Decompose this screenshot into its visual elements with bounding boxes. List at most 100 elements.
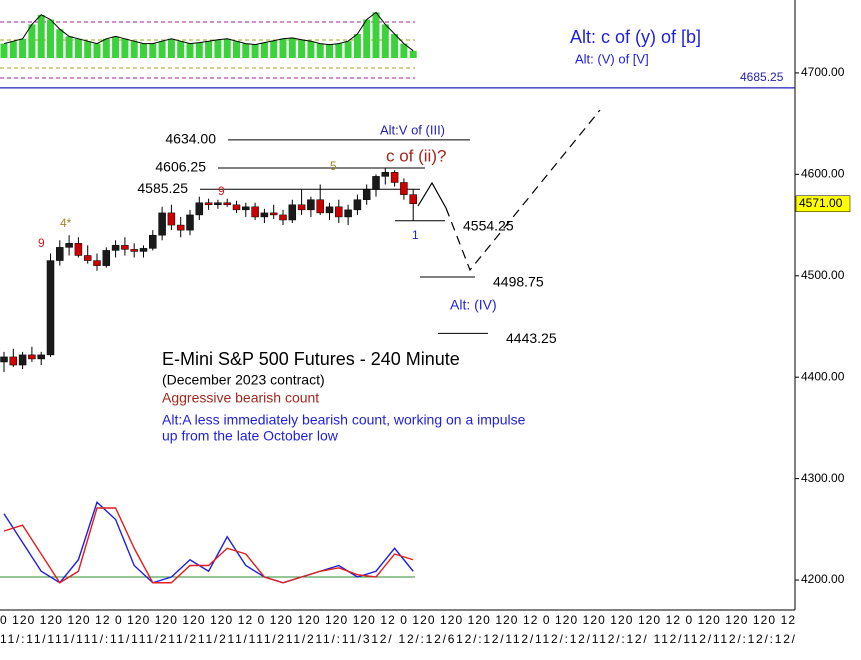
candle-body <box>102 250 111 266</box>
y-tick-label: 4600.00 <box>801 167 845 181</box>
y-tick-label: 4700.00 <box>801 65 845 79</box>
indicator-bar <box>28 24 36 58</box>
level-label: 4634.00 <box>165 131 216 147</box>
annotation: c of (ii)? <box>386 146 446 165</box>
indicator-bar <box>233 41 240 58</box>
indicator-bar <box>242 43 250 58</box>
indicator-bar <box>56 29 64 58</box>
candle-body <box>195 202 204 216</box>
indicator-bar <box>37 14 45 59</box>
title: E-Mini S&P 500 Futures - 240 Minute <box>162 349 460 369</box>
candle-body <box>93 260 101 266</box>
indicator-bar <box>102 38 110 58</box>
candle-body <box>74 243 83 256</box>
candle-body <box>269 212 278 216</box>
candle-body <box>0 356 8 363</box>
candle-body <box>390 172 399 183</box>
candle-body <box>279 214 287 221</box>
candle-body <box>83 255 92 261</box>
y-tick-label: 4500.00 <box>801 268 845 282</box>
y-tick-label: 4400.00 <box>801 369 845 383</box>
note: Aggressive bearish count <box>162 390 319 406</box>
candle-body <box>28 354 36 360</box>
annotation: 1 <box>412 228 419 242</box>
indicator-bar <box>391 34 399 58</box>
indicator-bar <box>316 43 324 58</box>
indicator-bar <box>288 37 296 58</box>
time-labels: 0 120 120 120 12 0 120 120 120 120 12 0 … <box>0 613 795 627</box>
indicator-bar <box>372 12 380 58</box>
candle-body <box>111 245 120 251</box>
indicator-bar <box>177 41 185 58</box>
indicator-bar <box>74 38 82 58</box>
oscillator-line <box>3 507 414 584</box>
y-tick-label: 4200.00 <box>801 572 845 586</box>
indicator-bar <box>335 43 343 58</box>
level-label: 4554.25 <box>463 217 514 233</box>
indicator-bar <box>47 19 54 59</box>
candle-body <box>288 204 297 221</box>
indicator-bar <box>167 38 175 58</box>
note: up from the late October low <box>162 428 339 444</box>
indicator-bar <box>307 41 315 58</box>
level-label: 4585.25 <box>137 180 188 196</box>
indicator-bar <box>149 43 157 58</box>
indicator-bar <box>130 41 138 58</box>
candle-body <box>223 202 231 206</box>
indicator-bar <box>270 40 278 58</box>
candle-body <box>37 354 45 360</box>
candle-body <box>176 224 185 231</box>
indicator-bar <box>121 38 129 58</box>
projection <box>417 181 447 209</box>
subtitle: (December 2023 contract) <box>162 372 325 388</box>
candle-body <box>307 199 315 211</box>
candle-body <box>149 234 157 249</box>
indicator-line <box>3 11 414 52</box>
indicator-bar <box>93 43 101 58</box>
candle-body <box>381 172 390 177</box>
candle-body <box>251 206 259 218</box>
price-tag-label: 4571.00 <box>799 196 843 210</box>
indicator-bar <box>205 41 213 58</box>
indicator-bar <box>214 39 222 58</box>
candle-body <box>260 212 269 218</box>
candle-body <box>353 199 362 211</box>
indicator-bar <box>0 43 8 58</box>
projection <box>445 109 601 272</box>
level-label: 4606.25 <box>155 159 206 175</box>
candle-body <box>232 204 241 211</box>
note: Alt:A less immediately bearish count, wo… <box>162 412 526 428</box>
annotation: Alt: c of (y) of [b] <box>570 27 701 47</box>
candle-body <box>325 206 334 214</box>
candle-body <box>297 204 306 211</box>
candle-body <box>56 247 64 261</box>
indicator-bar <box>84 41 92 58</box>
oscillator-line <box>3 500 414 584</box>
indicator-bar <box>298 39 306 58</box>
indicator-bar <box>353 34 361 58</box>
candle-body <box>139 248 148 252</box>
annotation: Alt: (V) of [V] <box>575 51 649 66</box>
indicator-bar <box>65 36 73 58</box>
indicator-bar <box>381 24 389 58</box>
candle-body <box>204 202 213 206</box>
annotation: 9 <box>218 184 225 198</box>
annotation: 4* <box>60 216 72 230</box>
indicator-bar <box>140 43 147 58</box>
candle-body <box>409 194 417 205</box>
indicator-bar <box>409 50 417 58</box>
indicator-bar <box>158 41 166 58</box>
indicator-bar <box>260 42 268 58</box>
candle-body <box>158 212 166 236</box>
candle-body <box>242 206 250 211</box>
indicator-bar <box>195 42 203 58</box>
candle-body <box>65 243 73 248</box>
candle-body <box>9 356 18 366</box>
indicator-bar <box>326 44 333 58</box>
indicator-bar <box>279 38 287 58</box>
indicator-bar <box>223 38 231 58</box>
level-label: 4498.75 <box>493 274 544 290</box>
key-level-label: 4685.25 <box>740 70 784 84</box>
